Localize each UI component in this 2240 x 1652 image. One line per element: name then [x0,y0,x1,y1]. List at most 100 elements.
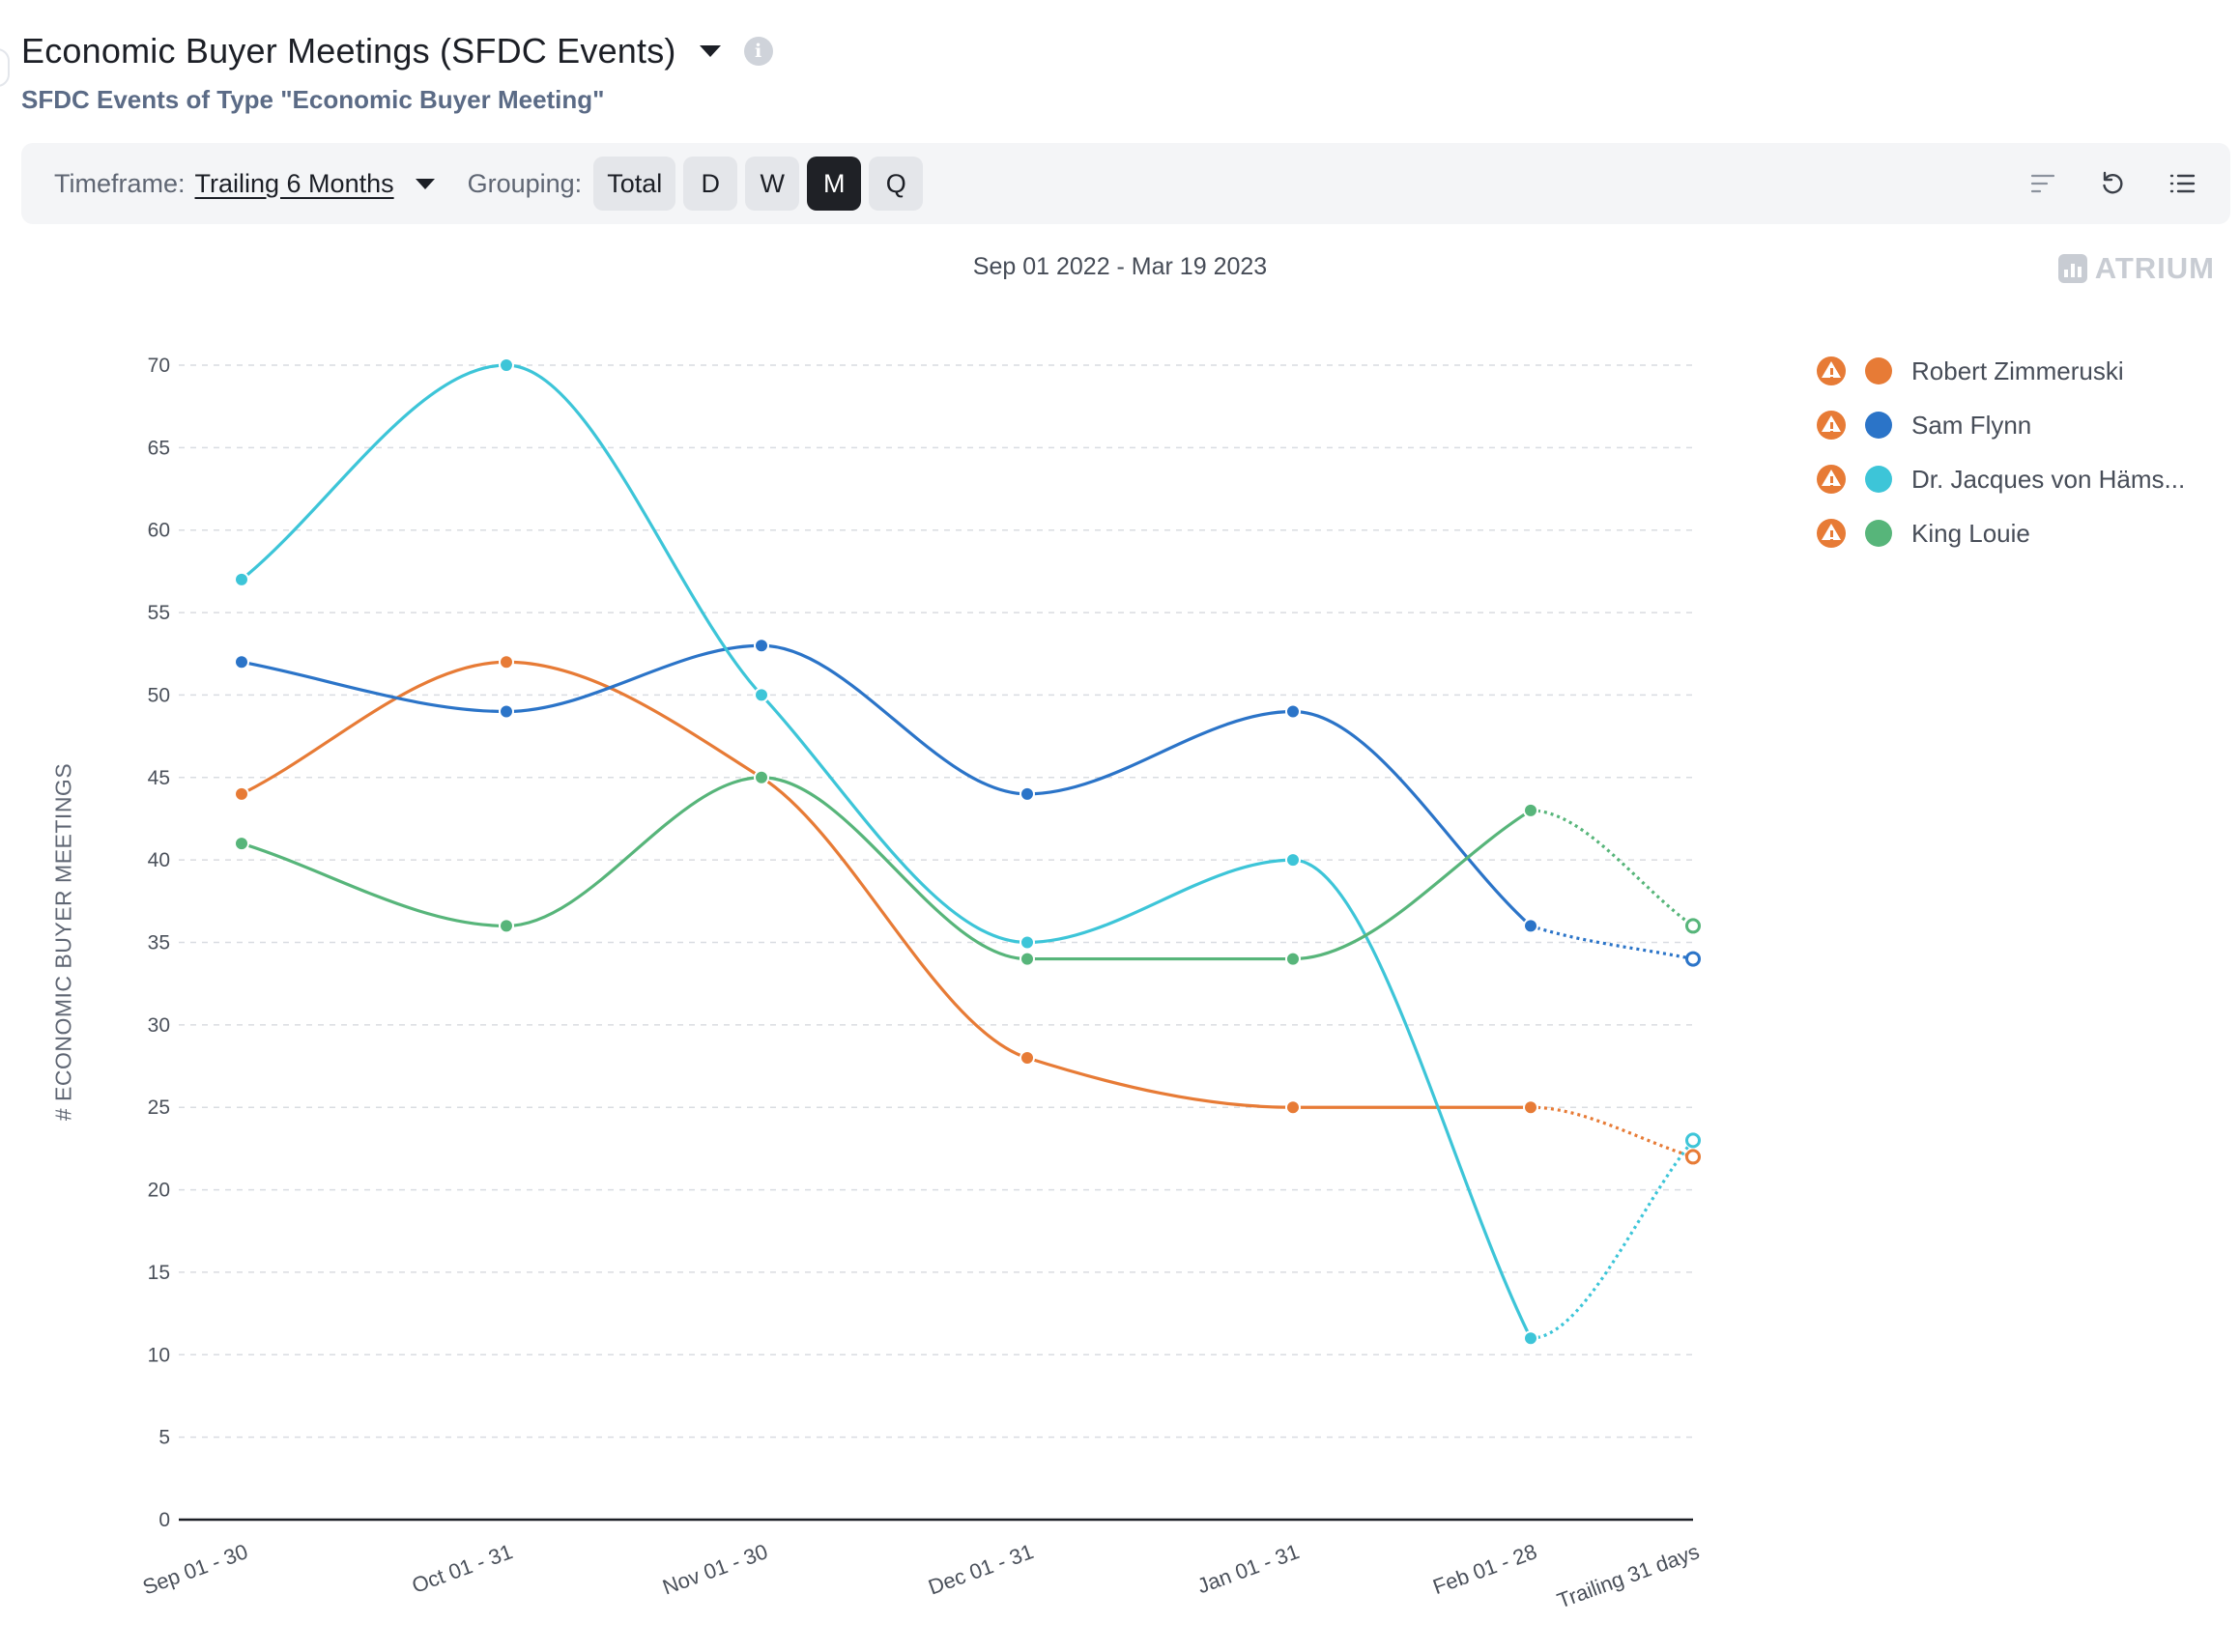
data-point [1285,852,1301,869]
y-tick-label: 40 [148,849,170,871]
data-point [1523,918,1538,934]
grouping-option-w[interactable]: W [745,157,800,211]
chart-legend: Robert Zimmeruski Sam Flynn Dr. Jacques vo… [1817,344,2185,560]
y-tick-label: 5 [158,1427,170,1449]
x-tick-label: Trailing 31 days [1554,1539,1703,1612]
data-point [754,769,769,785]
grouping-label: Grouping: [467,168,583,198]
y-tick-label: 70 [148,355,170,377]
data-point [1019,1050,1035,1066]
data-point [1523,1330,1538,1347]
brand-name: ATRIUM [2094,251,2215,285]
legend-item[interactable]: Dr. Jacques von Häms... [1817,452,2185,506]
data-point [1285,703,1301,720]
y-tick-label: 50 [148,684,170,706]
legend-swatch [1865,357,1892,385]
y-tick-label: 65 [148,437,170,459]
data-point [1685,1132,1701,1149]
x-tick-label: Sep 01 - 30 [139,1539,250,1599]
timeframe-select[interactable]: Trailing 6 Months [194,168,394,198]
info-icon[interactable]: i [743,37,773,66]
timeframe-label: Timeframe: [54,168,186,198]
legend-label: Dr. Jacques von Häms... [1911,464,2186,494]
data-point [234,785,249,802]
y-tick-label: 55 [148,602,170,624]
legend-item[interactable]: King Louie [1817,506,2185,560]
list-icon[interactable] [2163,164,2201,203]
x-tick-label: Jan 01 - 31 [1194,1539,1303,1598]
data-point [234,571,249,587]
data-point [1285,951,1301,967]
data-point [234,836,249,852]
legend-swatch [1865,466,1892,493]
warning-icon [1817,411,1846,440]
atrium-logo-icon [2057,254,2087,283]
x-tick-label: Nov 01 - 30 [659,1539,770,1599]
legend-item[interactable]: Sam Flynn [1817,398,2185,452]
legend-swatch [1865,412,1892,439]
data-point [1685,1149,1701,1165]
grouping-option-d[interactable]: D [683,157,738,211]
page-subtitle: SFDC Events of Type "Economic Buyer Meet… [21,85,605,114]
series-line [241,643,1533,927]
data-point [499,918,514,934]
series-line-projection [1530,1139,1695,1340]
series-line-projection [1530,1105,1694,1158]
data-point [1019,934,1035,951]
y-tick-label: 15 [148,1262,170,1284]
y-tick-label: 60 [148,520,170,542]
data-point [1685,918,1701,934]
title-dropdown-icon[interactable] [699,45,721,57]
y-tick-label: 25 [148,1097,170,1119]
data-point [1285,1099,1301,1116]
filter-toolbar: Timeframe: Trailing 6 Months Grouping: T… [21,143,2230,224]
data-point [499,703,514,720]
brand-logo: ATRIUM [2057,251,2215,286]
reset-icon[interactable] [2093,164,2132,203]
warning-icon [1817,519,1846,548]
y-tick-label: 10 [148,1344,170,1366]
y-tick-label: 35 [148,932,170,954]
sort-icon[interactable] [2024,164,2062,203]
data-point [1019,951,1035,967]
grouping-option-total[interactable]: Total [593,157,676,211]
series-line [241,660,1531,1109]
grouping-option-q[interactable]: Q [869,157,924,211]
date-range: Sep 01 2022 - Mar 19 2023 [972,253,1268,280]
y-tick-label: 45 [148,767,170,789]
legend-label: Robert Zimmeruski [1911,356,2124,385]
y-tick-label: 30 [148,1014,170,1037]
y-tick-label: 20 [148,1180,170,1202]
x-tick-label: Dec 01 - 31 [925,1539,1036,1599]
series-line-projection [1530,924,1694,961]
data-point [499,654,514,670]
grouping-option-m[interactable]: M [807,157,862,211]
legend-label: King Louie [1911,518,2030,548]
timeframe-dropdown-icon[interactable] [415,178,435,189]
series-2 [234,357,1701,1347]
series-1 [234,638,1701,967]
legend-swatch [1865,520,1892,547]
x-tick-label: Oct 01 - 31 [409,1539,516,1598]
page-title: Economic Buyer Meetings (SFDC Events) [21,31,676,71]
data-point [499,357,514,373]
legend-label: Sam Flynn [1911,410,2032,440]
grouping-segmented-control: Total D W M Q [593,157,931,211]
data-point [1523,1099,1538,1116]
y-tick-label: 0 [158,1509,170,1531]
chart-header: Economic Buyer Meetings (SFDC Events) i … [21,25,773,115]
series-line-projection [1530,809,1694,927]
warning-icon [1817,356,1846,385]
data-point [1019,785,1035,802]
data-point [1685,951,1701,967]
data-point [754,638,769,654]
data-point [234,654,249,670]
series-3 [234,769,1701,967]
data-point [1523,802,1538,818]
data-point [754,687,769,703]
series-line [241,776,1532,961]
legend-item[interactable]: Robert Zimmeruski [1817,344,2185,398]
series-0 [234,654,1701,1165]
series-line [240,363,1533,1339]
